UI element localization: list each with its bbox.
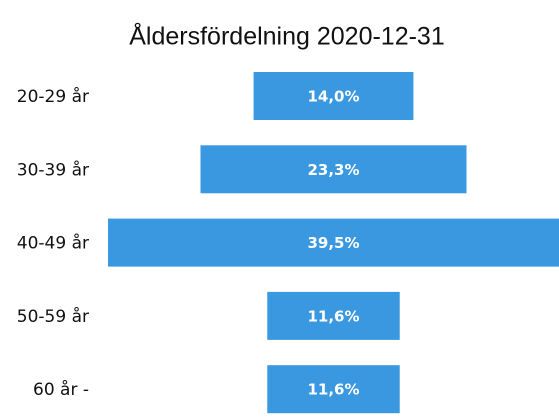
bar [200,145,467,194]
category-label: 20-29 år [17,86,89,107]
category-label: 40-49 år [17,233,89,254]
value-label: 14,0% [307,88,359,106]
category-label: 50-59 år [17,306,89,327]
category-label: 60 år - [33,379,89,400]
bar [108,218,559,267]
value-label: 23,3% [307,161,359,179]
category-label: 30-39 år [17,159,89,180]
bar [253,72,414,120]
value-label: 39,5% [307,234,359,252]
bar [267,291,400,340]
chart-title: Åldersfördelning 2020-12-31 [129,21,445,51]
bar [267,365,400,414]
value-label: 11,6% [307,381,359,399]
value-label: 11,6% [307,307,359,325]
